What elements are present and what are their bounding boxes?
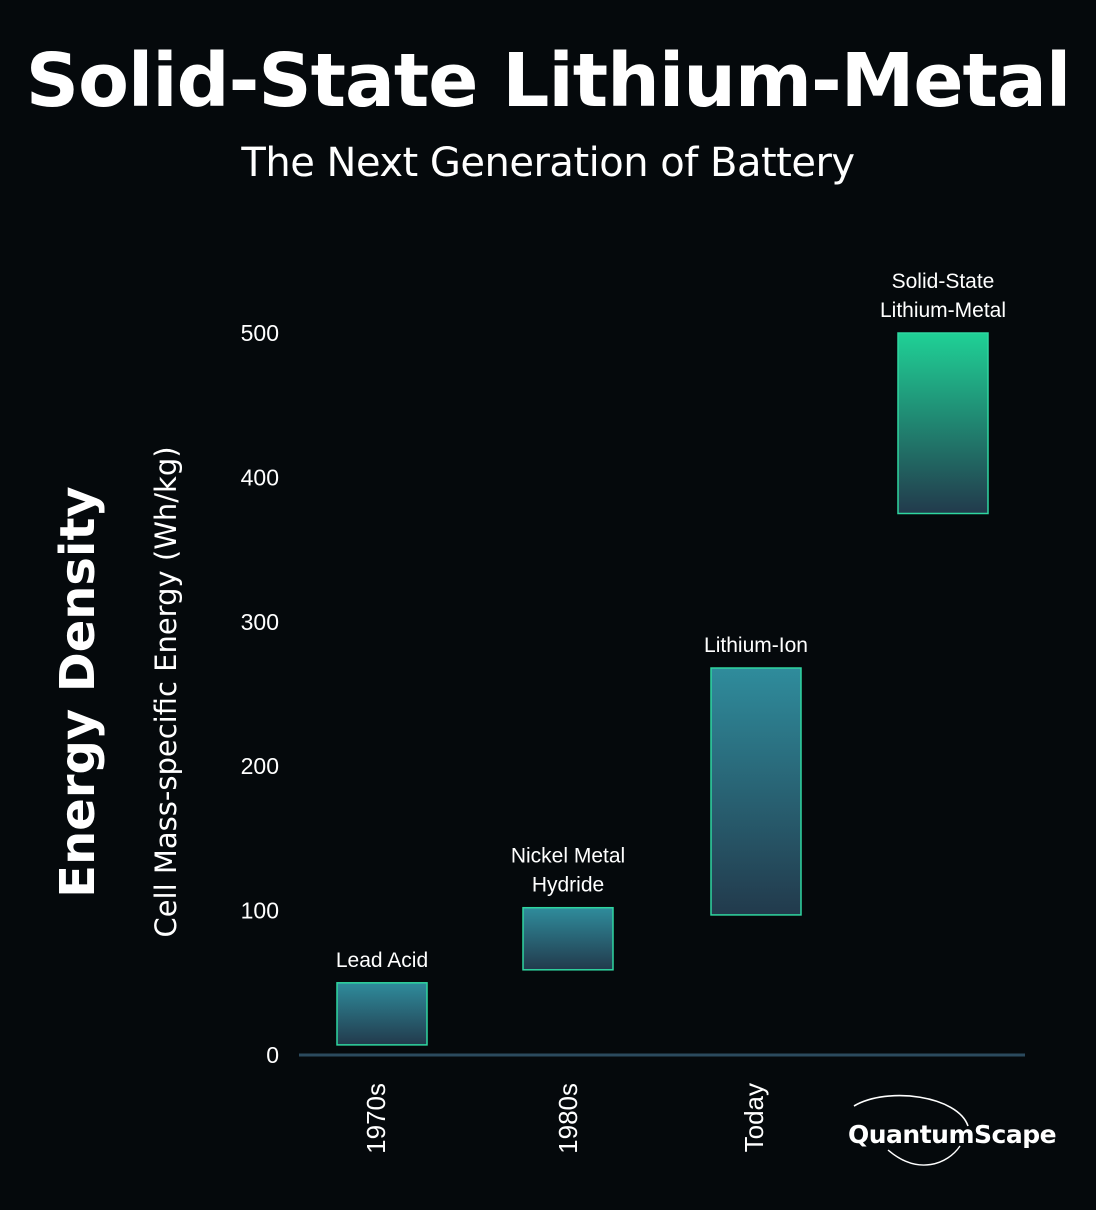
range-bar xyxy=(710,667,802,916)
y-tick-label: 500 xyxy=(241,320,279,346)
bar-label: Lithium-Ion xyxy=(704,634,808,657)
y-tick-label: 100 xyxy=(241,898,279,924)
x-tick-label: 1970s xyxy=(361,1083,391,1154)
range-bars xyxy=(336,332,989,1046)
bar-label: Lithium-Metal xyxy=(880,299,1006,322)
page-subtitle: The Next Generation of Battery xyxy=(241,140,855,186)
quantumscape-logo: QuantumScape xyxy=(848,1090,1057,1170)
y-tick-label: 0 xyxy=(266,1042,279,1068)
logo-text: QuantumScape xyxy=(848,1120,1057,1149)
page-title: Solid-State Lithium-Metal xyxy=(25,38,1071,124)
logo-swoosh-icon xyxy=(853,1094,969,1166)
range-bar xyxy=(522,906,614,971)
x-tick-label: 1980s xyxy=(553,1083,583,1154)
y-tick-label: 300 xyxy=(241,609,279,635)
range-bar xyxy=(897,332,989,515)
x-tick-label: Today xyxy=(739,1083,769,1152)
y-tick-label: 400 xyxy=(241,464,279,490)
bar-label: Solid-State xyxy=(892,270,995,293)
bar-label: Lead Acid xyxy=(336,949,428,972)
bar-label: Nickel Metal xyxy=(511,845,625,868)
x-tick-labels: 1970s 1980s Today xyxy=(361,1083,769,1154)
y-tick-label: 200 xyxy=(241,753,279,779)
bar-labels: Lead Acid Nickel Metal Hydride Lithium-Ion S… xyxy=(336,270,1006,972)
bar-label: Hydride xyxy=(532,874,604,897)
y-tick-labels: 0 100 200 300 400 500 xyxy=(241,320,279,1068)
range-bar xyxy=(336,982,428,1046)
